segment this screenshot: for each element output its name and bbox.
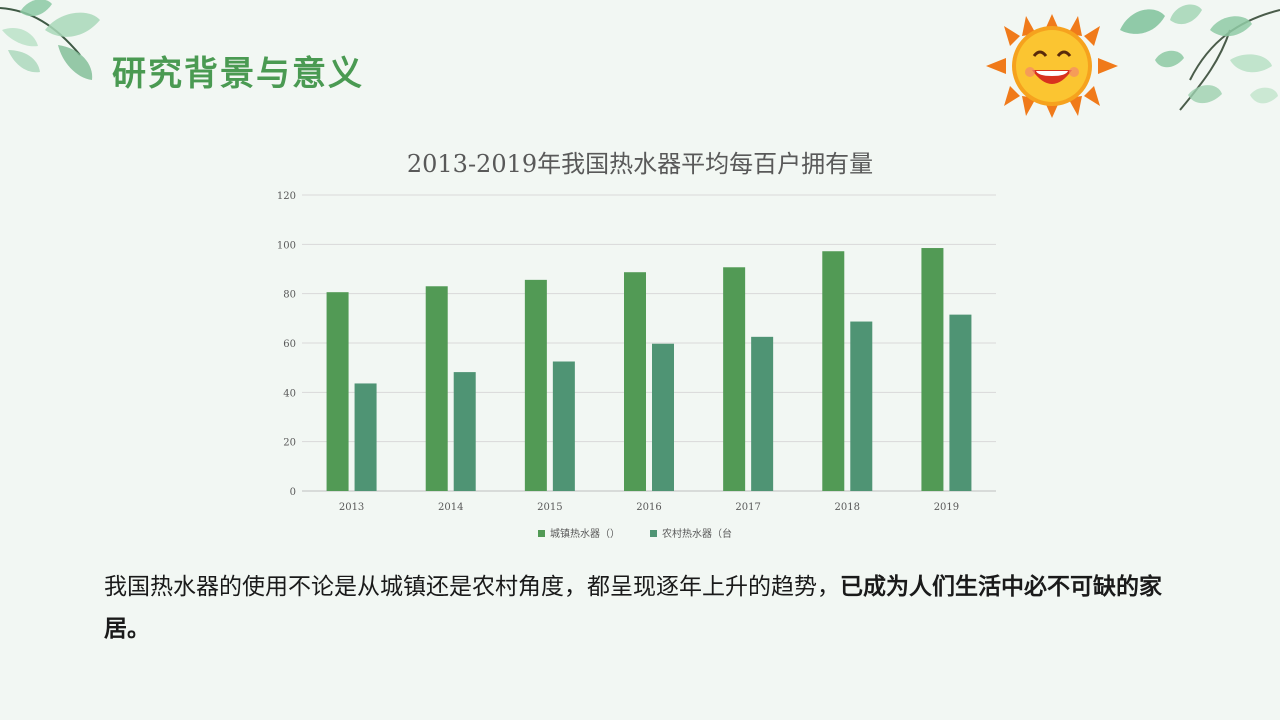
x-tick-label: 2014 bbox=[438, 502, 463, 513]
leaf-branch-icon bbox=[1120, 4, 1280, 111]
x-tick-label: 2018 bbox=[835, 502, 860, 513]
x-tick-label: 2016 bbox=[636, 502, 661, 513]
bar bbox=[624, 272, 646, 491]
y-tick-label: 60 bbox=[283, 339, 296, 350]
legend-label: 农村热水器（台 bbox=[662, 527, 732, 540]
bar bbox=[850, 321, 873, 491]
body-text-bold: 已成为人们生活中必不可缺的家居。 bbox=[104, 573, 1162, 642]
bar bbox=[652, 343, 674, 491]
page-title: 研究背景与意义 bbox=[112, 54, 364, 94]
bar bbox=[425, 286, 448, 491]
bar bbox=[822, 251, 845, 491]
bar bbox=[326, 292, 349, 491]
bar bbox=[354, 383, 377, 491]
bar bbox=[949, 314, 972, 491]
y-tick-label: 100 bbox=[277, 240, 296, 251]
body-text-normal: 我国热水器的使用不论是从城镇还是农村角度，都呈现逐年上升的趋势， bbox=[104, 574, 840, 600]
legend-label: 城镇热水器（） bbox=[550, 527, 620, 540]
smiling-sun-icon bbox=[986, 14, 1118, 118]
x-tick-label: 2017 bbox=[735, 502, 760, 513]
bar bbox=[552, 361, 575, 491]
bar bbox=[524, 279, 547, 491]
body-text: 我国热水器的使用不论是从城镇还是农村角度，都呈现逐年上升的趋势，已成为人们生活中… bbox=[104, 566, 1194, 650]
bar bbox=[921, 248, 944, 491]
bar bbox=[453, 372, 476, 491]
x-tick-label: 2019 bbox=[934, 502, 959, 513]
x-tick-label: 2015 bbox=[537, 502, 562, 513]
y-tick-label: 120 bbox=[277, 191, 296, 202]
legend-swatch bbox=[538, 530, 545, 537]
bar bbox=[751, 336, 774, 491]
leaf-branch-icon bbox=[0, 0, 100, 80]
chart-title: 2013-2019年我国热水器平均每百户拥有量 bbox=[406, 150, 874, 178]
y-tick-label: 0 bbox=[290, 487, 296, 498]
y-tick-label: 20 bbox=[283, 438, 296, 449]
bar bbox=[723, 267, 746, 491]
y-tick-label: 80 bbox=[283, 290, 296, 301]
x-tick-label: 2013 bbox=[339, 502, 364, 513]
y-tick-label: 40 bbox=[283, 388, 296, 399]
bar-chart: 0 20 40 60 80 100 120 2013 2014 2015 2016 2017 2018 2… bbox=[277, 191, 996, 540]
legend-swatch bbox=[650, 530, 657, 537]
